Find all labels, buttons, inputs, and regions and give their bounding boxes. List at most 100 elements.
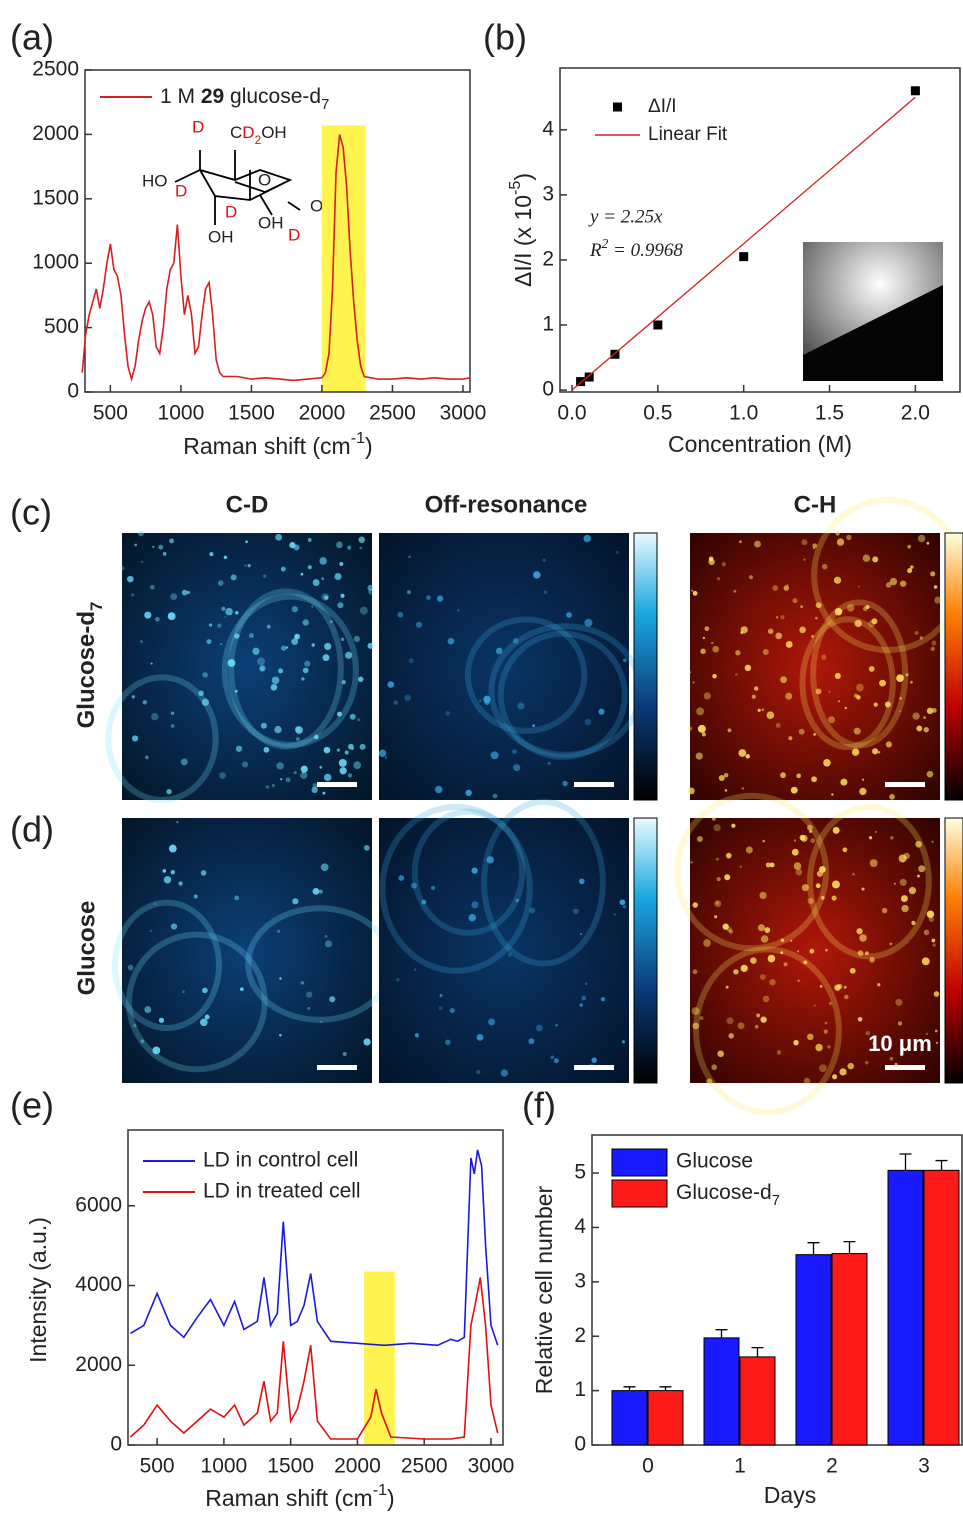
- cell-feature: [619, 899, 626, 906]
- cell-feature: [691, 589, 694, 592]
- y-tick-label: 0: [67, 380, 79, 403]
- cell-feature: [821, 563, 828, 570]
- cell-feature: [357, 718, 361, 722]
- cell-feature: [295, 737, 300, 741]
- y-tick-label: 2500: [32, 58, 79, 81]
- cell-outline: [481, 798, 606, 967]
- micrograph: [687, 497, 963, 800]
- cell-feature: [478, 699, 482, 702]
- cell-feature: [218, 580, 224, 586]
- cell-feature: [807, 824, 813, 831]
- cell-feature: [300, 572, 304, 576]
- cell-feature: [274, 725, 282, 734]
- column-title: C-H: [794, 491, 837, 518]
- scale-bar: [885, 1065, 925, 1070]
- data-point: [584, 372, 594, 382]
- cell-feature: [815, 1043, 823, 1052]
- plot-frame: [127, 1129, 504, 1446]
- cell-feature: [836, 983, 843, 989]
- cell-feature: [144, 1006, 152, 1014]
- cell-feature: [761, 708, 764, 711]
- cell-feature: [322, 791, 326, 795]
- cell-feature: [703, 692, 711, 700]
- cell-feature: [154, 616, 160, 622]
- cell-feature: [476, 1033, 484, 1041]
- cell-feature: [849, 967, 856, 974]
- cell-feature: [792, 598, 798, 604]
- cell-feature: [447, 637, 455, 645]
- cell-feature: [735, 673, 738, 676]
- cell-feature: [162, 869, 167, 873]
- cell-feature: [436, 595, 444, 602]
- cell-feature: [285, 777, 291, 783]
- cell-feature: [833, 576, 842, 584]
- cell-feature: [344, 750, 349, 755]
- x-axis-label: Days: [764, 1482, 816, 1508]
- cell-feature: [710, 641, 714, 645]
- cell-feature: [550, 1055, 555, 1060]
- x-tick-label: 3000: [440, 402, 487, 425]
- cell-feature: [321, 593, 329, 601]
- cell-feature: [314, 734, 319, 740]
- cell-feature: [167, 612, 176, 621]
- cell-feature: [208, 623, 213, 627]
- cell-feature: [856, 683, 864, 692]
- cell-feature: [862, 778, 865, 781]
- cell-feature: [319, 765, 323, 769]
- micrograph-background: [122, 533, 372, 800]
- cell-feature: [339, 767, 347, 775]
- cell-feature: [754, 540, 761, 548]
- cell-feature: [926, 707, 934, 715]
- cell-feature: [248, 632, 254, 638]
- y-tick-label: 1: [542, 313, 554, 336]
- cell-feature: [120, 566, 125, 571]
- cell-feature: [573, 908, 579, 915]
- cell-feature: [726, 926, 732, 933]
- cell-feature: [406, 590, 411, 595]
- cell-feature: [923, 929, 930, 936]
- cell-feature: [324, 934, 328, 938]
- cell-feature: [495, 647, 503, 655]
- cell-feature: [785, 641, 793, 648]
- fit-line: [571, 96, 916, 391]
- legend-label: Glucose-d7: [676, 1181, 780, 1209]
- cell-feature: [224, 615, 227, 618]
- cell-feature: [708, 556, 714, 562]
- cell-feature: [884, 701, 891, 708]
- y-axis-label: Relative cell number: [531, 1185, 557, 1394]
- x-tick-label: 1.5: [815, 402, 844, 425]
- cell-feature: [733, 969, 739, 975]
- cell-feature: [320, 863, 329, 872]
- cell-feature: [910, 565, 914, 569]
- cell-feature: [692, 1022, 700, 1030]
- cell-feature: [933, 991, 940, 997]
- cell-feature: [324, 940, 333, 948]
- cell-feature: [312, 887, 320, 895]
- cell-feature: [426, 595, 431, 600]
- x-tick-label: 1500: [267, 1455, 314, 1478]
- cell-feature: [740, 626, 748, 634]
- cell-feature: [347, 743, 354, 750]
- cell-feature: [803, 1077, 811, 1085]
- x-tick-label: 500: [140, 1455, 175, 1478]
- cell-feature: [312, 783, 318, 788]
- legend-label: 1 M 29 glucose-d7: [160, 85, 329, 113]
- cell-feature: [923, 716, 927, 720]
- cell-feature: [914, 630, 919, 636]
- plot-frame: [591, 1134, 963, 1446]
- cell-feature: [825, 948, 828, 952]
- cell-feature: [200, 1018, 208, 1027]
- cell-feature: [847, 1062, 854, 1070]
- cell-feature: [728, 1033, 734, 1039]
- cell-feature: [751, 694, 756, 699]
- y-tick-label: 0: [542, 378, 554, 401]
- legend-label: LD in treated cell: [203, 1180, 361, 1203]
- panel-label: (c): [10, 492, 52, 533]
- cell-feature: [158, 544, 164, 550]
- cell-feature: [127, 964, 134, 971]
- cell-feature: [579, 1003, 583, 1007]
- cell-feature: [140, 560, 144, 564]
- cell-feature: [899, 878, 907, 886]
- cell-feature: [227, 659, 236, 667]
- cell-feature: [925, 1032, 928, 1036]
